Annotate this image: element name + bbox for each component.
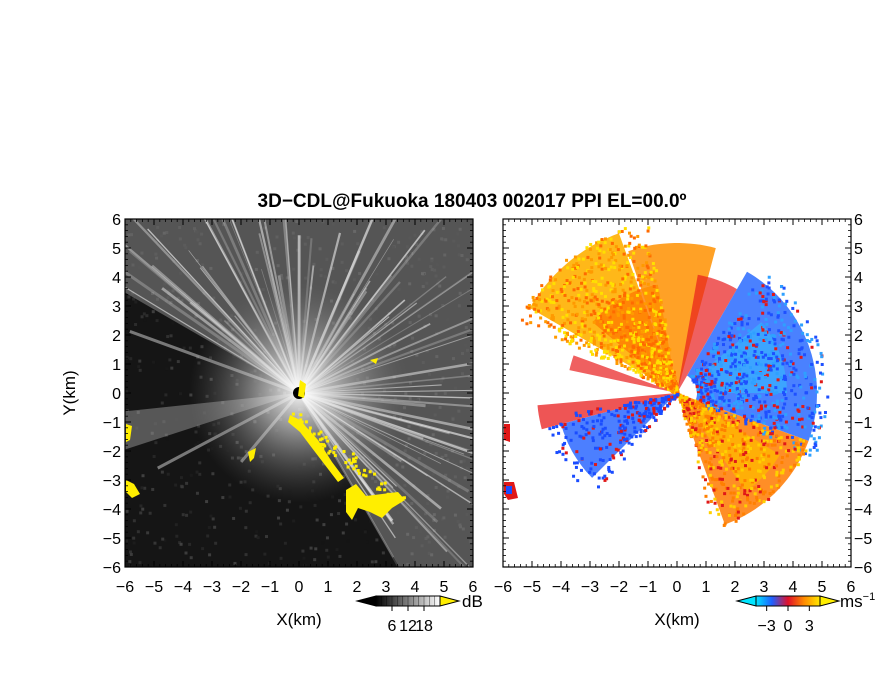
left-xtick-label: −5 xyxy=(145,579,163,596)
left-ytick-label: 2 xyxy=(112,328,121,345)
left-xtick-label: 5 xyxy=(440,579,449,596)
left-xlabel: X(km) xyxy=(276,610,321,629)
left-intensity-field xyxy=(125,219,473,567)
right-xtick-label: −2 xyxy=(610,579,628,596)
left-colorbar-tick-label: 6 xyxy=(388,618,397,635)
right-xtick-label: 5 xyxy=(818,579,827,596)
right-ytick-label: 0 xyxy=(854,386,863,403)
chart-title: 3D−CDL@Fukuoka 180403 002017 PPI EL=00.0… xyxy=(258,191,687,212)
left-colorbar-arrow-low xyxy=(355,595,377,607)
right-ytick-label: 1 xyxy=(854,357,863,374)
right-xtick-label: 6 xyxy=(847,579,856,596)
right-xtick-label: −3 xyxy=(581,579,599,596)
left-xtick-label: 4 xyxy=(411,579,420,596)
right-colorbar-unit-base: ms xyxy=(840,592,863,611)
right-xtick-label: −6 xyxy=(494,579,512,596)
left-panel: −6 −5 −4 −3 −2 −1 0 1 2 3 4 5 6 6 5 4 3 2 1 0 −1 −2 −3 −4 −5 −6 Y… xyxy=(60,212,478,629)
left-ytick-label: −6 xyxy=(103,560,121,577)
left-ylabel: Y(km) xyxy=(60,370,79,415)
left-axes: −6 −5 −4 −3 −2 −1 0 1 2 3 4 5 6 6 5 4 3 2 1 0 −1 −2 −3 −4 −5 −6 xyxy=(103,212,478,596)
right-xtick-label: −4 xyxy=(552,579,570,596)
right-ytick-label: −5 xyxy=(854,531,872,548)
right-xtick-label: 2 xyxy=(731,579,740,596)
left-xtick-label: −3 xyxy=(203,579,221,596)
right-xtick-label: 4 xyxy=(789,579,798,596)
left-ytick-label: −3 xyxy=(103,473,121,490)
right-ytick-label: 4 xyxy=(854,270,863,287)
left-colorbar-unit: dB xyxy=(462,592,483,611)
right-ytick-label: 6 xyxy=(854,212,863,229)
right-axes: −6 −5 −4 −3 −2 −1 0 1 2 3 4 5 6 6 5 4 3 2 1 0 −1 −2 −3 −4 −5 −6 xyxy=(494,212,872,596)
right-ytick-label: −4 xyxy=(854,502,872,519)
right-colorbar-tick-labels: −3 0 3 xyxy=(758,606,814,635)
right-xlabel: X(km) xyxy=(654,610,699,629)
right-xtick-label: 3 xyxy=(760,579,769,596)
right-panel: −6 −5 −4 −3 −2 −1 0 1 2 3 4 5 6 6 5 4 3 2 1 0 −1 −2 −3 −4 −5 −6 X… xyxy=(494,212,872,629)
left-xtick-label: 1 xyxy=(324,579,333,596)
right-colorbar-unit-sup: −1 xyxy=(863,591,876,603)
left-xtick-label: −4 xyxy=(174,579,192,596)
left-xtick-label: −1 xyxy=(261,579,279,596)
right-colorbar-tick-label: 0 xyxy=(784,618,793,635)
right-xtick-label: −5 xyxy=(523,579,541,596)
right-colorbar: ms−1 −3 0 3 xyxy=(735,591,875,635)
right-colorbar-gradient xyxy=(755,595,821,607)
left-ytick-label: 6 xyxy=(112,212,121,229)
right-ytick-label: 3 xyxy=(854,299,863,316)
left-xtick-label: −2 xyxy=(232,579,250,596)
left-colorbar-tick-label: 12 xyxy=(399,618,417,635)
left-ytick-label: −2 xyxy=(103,444,121,461)
right-ytick-label: 5 xyxy=(854,241,863,258)
right-xtick-label: −1 xyxy=(639,579,657,596)
right-colorbar-tick-label: 3 xyxy=(805,618,814,635)
left-ytick-label: 5 xyxy=(112,241,121,258)
right-colorbar-arrow-low xyxy=(735,595,757,607)
left-ytick-label: −1 xyxy=(103,415,121,432)
left-ytick-label: −4 xyxy=(103,502,121,519)
right-ytick-label: −2 xyxy=(854,444,872,461)
left-ytick-label: −5 xyxy=(103,531,121,548)
right-ytick-label: 2 xyxy=(854,328,863,345)
right-colorbar-tick-label: −3 xyxy=(758,618,776,635)
left-colorbar-tick-label: 18 xyxy=(415,618,433,635)
right-xtick-label: 0 xyxy=(673,579,682,596)
left-xtick-label: 6 xyxy=(469,579,478,596)
right-colorbar-unit: ms−1 xyxy=(840,591,875,611)
left-xtick-label: 3 xyxy=(382,579,391,596)
right-ytick-label: −1 xyxy=(854,415,872,432)
left-xtick-label: −6 xyxy=(116,579,134,596)
left-xtick-label: 0 xyxy=(295,579,304,596)
left-ytick-label: 4 xyxy=(112,270,121,287)
left-ytick-label: 0 xyxy=(112,386,121,403)
right-velocity-field xyxy=(504,226,830,527)
left-xtick-label: 2 xyxy=(353,579,362,596)
left-ytick-label: 3 xyxy=(112,299,121,316)
right-colorbar-arrow-high xyxy=(819,595,841,607)
right-ytick-label: −3 xyxy=(854,473,872,490)
right-xtick-label: 1 xyxy=(702,579,711,596)
left-ytick-label: 1 xyxy=(112,357,121,374)
left-colorbar-arrow-high xyxy=(439,595,461,607)
right-ytick-label: −6 xyxy=(854,560,872,577)
